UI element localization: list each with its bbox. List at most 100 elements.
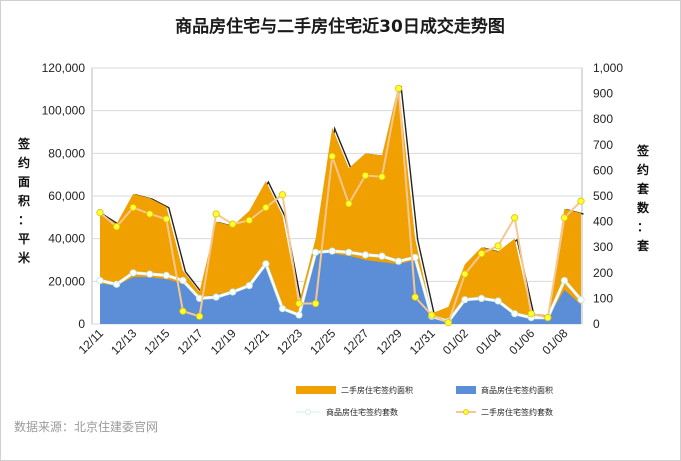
left-axis-label-char: 平 bbox=[18, 232, 30, 246]
right-axis-label: 签约套数：套 bbox=[636, 143, 650, 253]
point-secondhand-count bbox=[527, 310, 535, 318]
point-secondhand-count bbox=[378, 173, 386, 181]
point-commercial-count bbox=[162, 271, 170, 279]
legend-swatch-commercial-area bbox=[456, 386, 476, 394]
point-secondhand-count bbox=[129, 203, 137, 212]
right-tick-label: 300 bbox=[593, 240, 613, 254]
point-commercial-count bbox=[278, 305, 287, 313]
x-tick-label: 12/25 bbox=[307, 326, 338, 357]
point-commercial-count bbox=[577, 296, 585, 304]
x-axis-ticks: 12/11 12/13 12/15 12/17 12/19 12/21 12/23 12/25… bbox=[76, 326, 571, 357]
left-tick-label: 80,000 bbox=[48, 146, 85, 160]
point-commercial-count bbox=[245, 281, 253, 290]
left-tick-label: 0 bbox=[78, 317, 85, 331]
point-secondhand-count bbox=[428, 311, 436, 319]
point-secondhand-count bbox=[361, 171, 369, 180]
point-secondhand-count bbox=[96, 209, 104, 217]
chart-title: 商品房住宅与二手房住宅近30日成交走势图 bbox=[175, 16, 505, 37]
left-axis-label-char: 积 bbox=[18, 193, 30, 208]
right-tick-label: 800 bbox=[593, 112, 613, 126]
x-tick-label: 01/04 bbox=[473, 326, 504, 357]
legend-label-commercial-count: 商品房住宅签约套数 bbox=[326, 407, 398, 417]
legend-label-secondhand-count: 二手房住宅签约套数 bbox=[481, 407, 553, 417]
point-commercial-count bbox=[345, 248, 353, 256]
point-commercial-count bbox=[361, 251, 369, 259]
right-tick-label: 900 bbox=[593, 87, 613, 101]
point-secondhand-count bbox=[195, 312, 204, 320]
legend-label-secondhand-area: 二手房住宅签约面积 bbox=[341, 385, 413, 395]
right-axis-label-char: 签 bbox=[636, 143, 650, 158]
point-secondhand-count bbox=[146, 210, 154, 218]
point-commercial-count bbox=[494, 297, 502, 305]
right-tick-label: 200 bbox=[593, 266, 613, 280]
point-secondhand-count bbox=[328, 152, 336, 160]
right-axis-label-char: 套 bbox=[636, 238, 650, 253]
x-tick-label: 12/29 bbox=[374, 326, 405, 357]
point-secondhand-count bbox=[444, 319, 452, 327]
point-commercial-count bbox=[96, 276, 104, 285]
point-commercial-count bbox=[129, 269, 137, 277]
point-secondhand-count bbox=[560, 214, 569, 222]
point-commercial-count bbox=[262, 260, 270, 268]
right-axis-label-char: 数 bbox=[637, 200, 650, 215]
point-secondhand-count bbox=[179, 307, 187, 315]
point-secondhand-count bbox=[162, 215, 170, 223]
point-secondhand-count bbox=[278, 191, 287, 199]
right-tick-label: 600 bbox=[593, 163, 613, 177]
point-secondhand-count bbox=[312, 299, 320, 308]
legend: 二手房住宅签约面积 商品房住宅签约面积 商品房住宅签约套数 二手房住宅签约套数 bbox=[296, 385, 553, 417]
point-secondhand-count bbox=[295, 299, 303, 308]
point-commercial-count bbox=[477, 294, 486, 302]
line-secondhand-count bbox=[99, 88, 582, 325]
left-axis-label-char: 签 bbox=[17, 136, 31, 151]
x-tick-label: 12/31 bbox=[407, 326, 438, 357]
left-axis-label-char: ： bbox=[18, 213, 30, 227]
point-commercial-count bbox=[394, 257, 403, 265]
point-commercial-count bbox=[378, 252, 386, 260]
legend-label-commercial-area: 商品房住宅签约面积 bbox=[481, 385, 553, 395]
legend-marker-commercial-count bbox=[305, 409, 311, 415]
right-tick-label: 500 bbox=[593, 189, 613, 203]
point-commercial-count bbox=[560, 276, 569, 285]
left-axis-label-char: 面 bbox=[18, 175, 30, 189]
point-commercial-count bbox=[179, 276, 187, 285]
x-tick-label: 01/02 bbox=[440, 326, 471, 357]
point-secondhand-count bbox=[461, 270, 469, 278]
x-tick-label: 12/17 bbox=[175, 326, 206, 357]
point-commercial-count bbox=[328, 247, 336, 255]
x-tick-label: 12/15 bbox=[141, 326, 172, 357]
point-secondhand-count bbox=[577, 197, 585, 205]
right-tick-label: 100 bbox=[593, 291, 613, 305]
right-axis-label-char: 约 bbox=[637, 162, 649, 177]
point-secondhand-count bbox=[477, 250, 486, 258]
x-tick-label: 12/23 bbox=[274, 326, 305, 357]
point-secondhand-count bbox=[229, 220, 237, 228]
point-commercial-count bbox=[229, 288, 237, 296]
point-secondhand-count bbox=[511, 214, 519, 222]
point-commercial-count bbox=[146, 270, 154, 278]
point-secondhand-count bbox=[544, 313, 552, 322]
x-tick-label: 12/19 bbox=[208, 326, 239, 357]
point-commercial-count bbox=[112, 280, 121, 288]
right-axis-label-char: ： bbox=[637, 220, 649, 234]
data-source-note: 数据来源：北京住建委官网 bbox=[14, 419, 158, 434]
line-series bbox=[96, 84, 585, 327]
right-axis-ticks: 0 100 200 300 400 500 600 700 800 900 1,000 bbox=[593, 61, 623, 331]
point-secondhand-count bbox=[411, 293, 419, 301]
point-secondhand-count bbox=[212, 210, 220, 218]
x-tick-label: 12/21 bbox=[241, 326, 272, 357]
area-secondhand bbox=[100, 85, 581, 324]
left-tick-label: 120,000 bbox=[42, 61, 86, 75]
point-secondhand-count bbox=[394, 84, 403, 93]
x-tick-label: 01/06 bbox=[506, 326, 537, 357]
right-tick-label: 400 bbox=[593, 215, 613, 229]
right-tick-label: 1,000 bbox=[593, 61, 623, 75]
x-tick-label: 12/13 bbox=[108, 326, 139, 357]
point-secondhand-count bbox=[262, 203, 270, 212]
right-tick-label: 700 bbox=[593, 138, 613, 152]
point-secondhand-count bbox=[345, 200, 353, 208]
left-tick-label: 40,000 bbox=[48, 232, 85, 246]
right-axis-label-char: 套 bbox=[636, 181, 650, 196]
point-secondhand-count bbox=[112, 223, 121, 231]
